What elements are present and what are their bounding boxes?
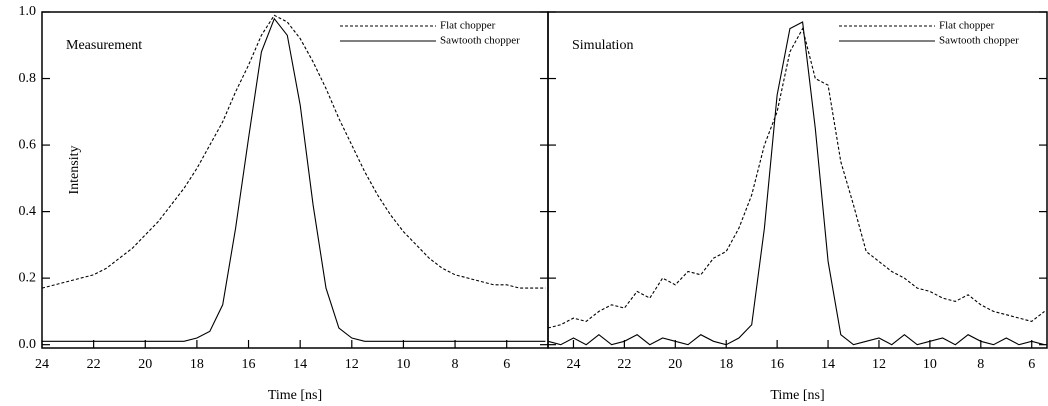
x-tick-label: 18	[719, 357, 733, 372]
x-tick-label: 16	[242, 357, 256, 372]
y-tick-label: 0.0	[19, 337, 37, 352]
x-tick-label: 18	[190, 357, 204, 372]
x-tick-label: 24	[566, 357, 580, 372]
x-tick-label: 6	[503, 357, 510, 372]
x-tick-label: 10	[396, 357, 410, 372]
y-axis-label: Intensity	[67, 146, 82, 195]
legend-label: Flat chopper	[939, 20, 995, 32]
x-tick-label: 14	[821, 357, 835, 372]
y-tick-label: 0.2	[19, 270, 37, 285]
legend-label: Flat chopper	[440, 20, 496, 32]
x-tick-label: 12	[345, 357, 359, 372]
x-tick-label: 6	[1028, 357, 1035, 372]
x-tick-label: 22	[87, 357, 101, 372]
x-tick-label: 8	[977, 357, 984, 372]
legend-label: Sawtooth chopper	[440, 35, 520, 47]
panel-annotation: Measurement	[66, 38, 142, 53]
x-tick-label: 20	[138, 357, 152, 372]
legend-label: Sawtooth chopper	[939, 35, 1019, 47]
x-tick-label: 16	[770, 357, 784, 372]
series-line	[41, 14, 546, 289]
x-tick-label: 20	[668, 357, 682, 372]
plot-frame	[547, 11, 1048, 349]
x-tick-label: 12	[872, 357, 886, 372]
x-axis-label: Time [ns]	[268, 388, 322, 403]
x-tick-label: 10	[923, 357, 937, 372]
x-tick-label: 24	[35, 357, 49, 372]
panel-annotation: Simulation	[572, 38, 633, 53]
series-line	[42, 17, 546, 342]
plot-frame	[41, 11, 549, 349]
x-axis-label: Time [ns]	[770, 388, 824, 403]
y-tick-label: 0.8	[19, 71, 37, 86]
x-tick-label: 22	[617, 357, 631, 372]
y-tick-label: 0.4	[19, 204, 37, 219]
series-line	[547, 27, 1045, 329]
series-line	[547, 21, 1045, 346]
y-tick-label: 0.6	[19, 137, 37, 152]
x-tick-label: 8	[452, 357, 459, 372]
y-tick-label: 1.0	[19, 4, 37, 19]
x-tick-label: 14	[293, 357, 307, 372]
